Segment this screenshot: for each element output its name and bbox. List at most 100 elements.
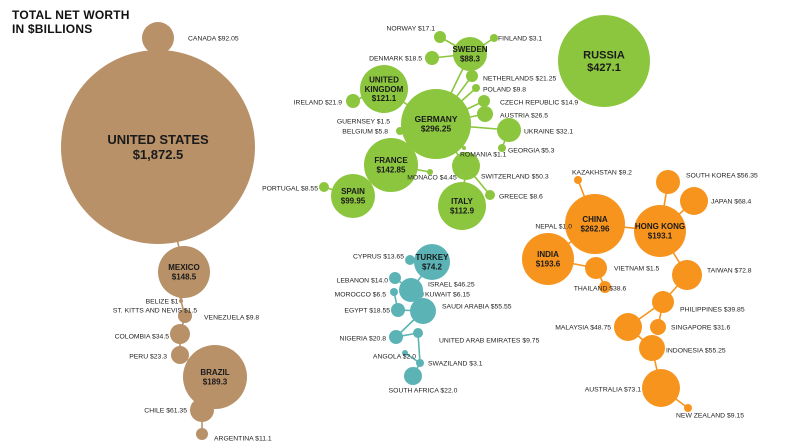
label-finland: FINLAND $3.1 (498, 36, 542, 43)
bubble-value-hong-kong: $193.1 (648, 231, 673, 240)
label-chile: CHILE $61.35 (144, 408, 187, 415)
bubble-netherlands (466, 70, 478, 82)
label-saudi-arabia: SAUDI ARABIA $55.55 (442, 304, 512, 311)
bubble-malaysia (614, 313, 642, 341)
bubble-thailand (599, 281, 611, 293)
bubble-russia (558, 15, 650, 107)
bubble-name-india: INDIA (537, 250, 559, 259)
bubble-nepal (574, 223, 580, 229)
label-egypt: EGYPT $18.55 (344, 308, 390, 315)
label-cyprus: CYPRUS $13.65 (353, 254, 404, 261)
bubble-value-france: $142.85 (377, 165, 406, 174)
label-south-africa: SOUTH AFRICA $22.0 (389, 388, 458, 395)
bubble-israel (399, 278, 423, 302)
label-ireland: IRELAND $21.9 (294, 100, 343, 107)
bubble-vietnam (585, 257, 607, 279)
bubble-name-united-kingdom-2: KINGDOM (365, 85, 404, 94)
bubble-sweden (453, 37, 487, 71)
bubble-ukraine (497, 118, 521, 142)
label-singapore: SINGAPORE $31.6 (671, 325, 731, 332)
bubble-colombia (170, 324, 190, 344)
bubble-name-france: FRANCE (374, 156, 408, 165)
bubble-nigeria (389, 330, 403, 344)
label-indonesia: INDONESIA $55.25 (666, 348, 726, 355)
bubble-morocco (390, 288, 398, 296)
bubble-singapore (650, 319, 666, 335)
bubble-united-arab-emirates (413, 328, 423, 338)
bubble-name-united-states: UNITED STATES (107, 132, 209, 147)
bubble-name-russia: RUSSIA (583, 49, 625, 61)
label-united-arab-emirates: UNITED ARAB EMIRATES $9.75 (439, 338, 540, 345)
label-kazakhstan: KAZAKHSTAN $9.2 (572, 170, 632, 177)
label-malaysia: MALAYSIA $48.75 (555, 325, 611, 332)
bubble-guernsey (402, 118, 406, 122)
bubble-name-china: CHINA (582, 215, 608, 224)
bubble-south-africa (404, 367, 422, 385)
bubble-value-russia: $427.1 (587, 62, 621, 74)
label-thailand: THAILAND $38.6 (574, 286, 627, 293)
bubble-japan (680, 187, 708, 215)
bubble-value-india: $193.6 (536, 259, 561, 268)
label-israel: ISRAEL $46.25 (428, 282, 475, 289)
bubble-value-united-states: $1,872.5 (133, 147, 184, 162)
label-japan: JAPAN $68.4 (711, 199, 752, 206)
label-czech-republic: CZECH REPUBLIC $14.9 (500, 100, 578, 107)
bubble-value-germany: $296.25 (421, 124, 452, 134)
label-new-zealand: NEW ZEALAND $9.15 (676, 413, 744, 420)
bubble-portugal (319, 182, 329, 192)
label-austria: AUSTRIA $26.5 (500, 113, 548, 120)
bubble-swaziland (416, 359, 424, 367)
label-australia: AUSTRALIA $73.1 (585, 387, 642, 394)
label-philippines: PHILIPPINES $39.85 (680, 307, 745, 314)
label-georgia: GEORGIA $5.3 (508, 148, 555, 155)
bubble-france (364, 138, 418, 192)
bubble-value-turkey: $74.2 (422, 262, 443, 271)
bubble-name-turkey: TURKEY (416, 253, 450, 262)
label-kuwait: KUWAIT $6.15 (425, 292, 470, 299)
bubble-name-germany: GERMANY (415, 114, 458, 124)
bubble-indonesia (639, 335, 665, 361)
bubble-china (565, 194, 625, 254)
title-line-2: IN $BILLIONS (12, 22, 93, 36)
bubble-chile (190, 398, 214, 422)
bubble-germany (401, 89, 471, 159)
bubble-name-spain: SPAIN (341, 187, 365, 196)
bubble-peru (171, 346, 189, 364)
bubble-denmark (425, 51, 439, 65)
bubble-ireland (346, 94, 360, 108)
label-vietnam: VIETNAM $1.5 (614, 266, 660, 273)
bubble-egypt (391, 303, 405, 317)
label-morocco: MOROCCO $6.5 (335, 292, 387, 299)
label-lebanon: LEBANON $14.0 (337, 278, 389, 285)
bubble-kuwait (416, 290, 424, 298)
bubble-philippines (652, 291, 674, 313)
bubble-value-brazil: $189.3 (203, 377, 228, 386)
bubble-angola (402, 350, 408, 356)
bubble-hong-kong (634, 205, 686, 257)
label-belize: BELIZE $1 (146, 299, 179, 306)
bubble-greece (485, 190, 495, 200)
bubble-switzerland (452, 152, 480, 180)
label-ukraine: UKRAINE $32.1 (524, 129, 573, 136)
label-monaco: MONACO $4.45 (407, 175, 457, 182)
bubble-value-mexico: $148.5 (172, 272, 197, 281)
title-line-1: TOTAL NET WORTH (12, 8, 130, 22)
label-guernsey: GUERNSEY $1.5 (337, 119, 390, 126)
bubble-norway (434, 31, 446, 43)
bubble-name-mexico: MEXICO (168, 263, 200, 272)
bubble-argentina (196, 428, 208, 440)
bubble-value-spain: $99.95 (341, 196, 366, 205)
bubble-new-zealand (684, 404, 692, 412)
bubble-name-hong-kong: HONG KONG (635, 222, 685, 231)
bubble-name-united-kingdom-1: UNITED (369, 76, 399, 85)
bubble-belize (179, 295, 183, 299)
bubble-value-sweden: $88.3 (460, 54, 481, 63)
label-norway: NORWAY $17.1 (387, 26, 436, 33)
chart-title: TOTAL NET WORTH IN $BILLIONS (12, 8, 130, 36)
label-portugal: PORTUGAL $8.55 (262, 186, 318, 193)
bubble-name-sweden: SWEDEN (452, 45, 487, 54)
bubble-belgium (396, 127, 404, 135)
label-taiwan: TAIWAN $72.8 (707, 268, 752, 275)
bubble-czech-republic (478, 95, 490, 107)
